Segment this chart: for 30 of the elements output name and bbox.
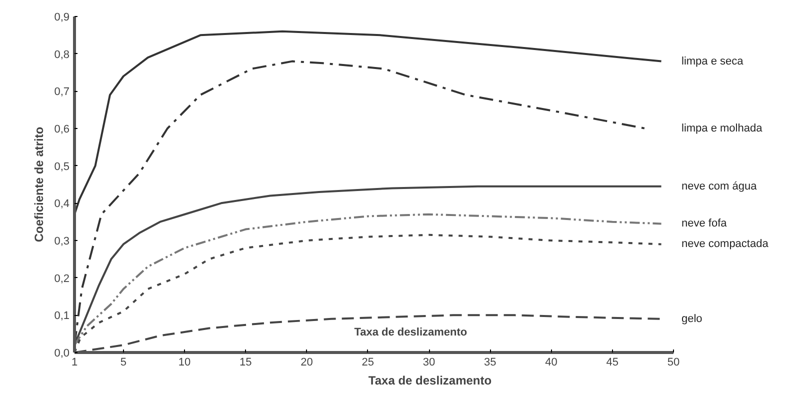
x-axis-title: Taxa de deslizamento [368,374,492,388]
y-tick-label: 0,2 [54,272,70,285]
series-label: gelo [682,312,702,325]
x-tick-label: 50 [667,356,680,368]
y-tick-label: 0,9 [54,12,70,24]
y-tick-label: 0,1 [54,310,70,322]
y-tick-label: 0,6 [54,124,70,136]
series-label: neve fofa [682,218,728,230]
text: limpa e molhada [682,122,764,134]
y-tick-label: 0,7 [54,86,70,98]
y-tick-label: 0,0 [54,348,70,360]
x-tick-label: 45 [606,356,619,368]
annotation: Taxa de deslizamento [354,326,468,338]
x-tick-label: 15 [240,356,252,368]
y-axis-title: Coeficiente de atrito [32,126,46,242]
x-tick-label: 5 [120,356,126,368]
x-tick-label: 35 [484,356,496,368]
x-tick-label: 20 [300,356,313,368]
x-tick-label: 30 [422,356,436,368]
series-label: neve com água [682,180,758,192]
series-label: neve compactada [682,238,770,250]
x-tick-label: 40 [545,356,558,368]
y-tick-label: 0,4 [54,198,70,210]
y-tick-label: 0,8 [54,48,70,61]
x-tick-label: 10 [178,356,191,368]
y-tick-label: 0,5 [54,160,70,173]
series-label: limpa e seca [682,55,744,68]
x-tick-label: 25 [362,356,374,368]
x-tick-label: 1 [71,356,78,368]
y-tick-label: 0,3 [54,236,70,248]
